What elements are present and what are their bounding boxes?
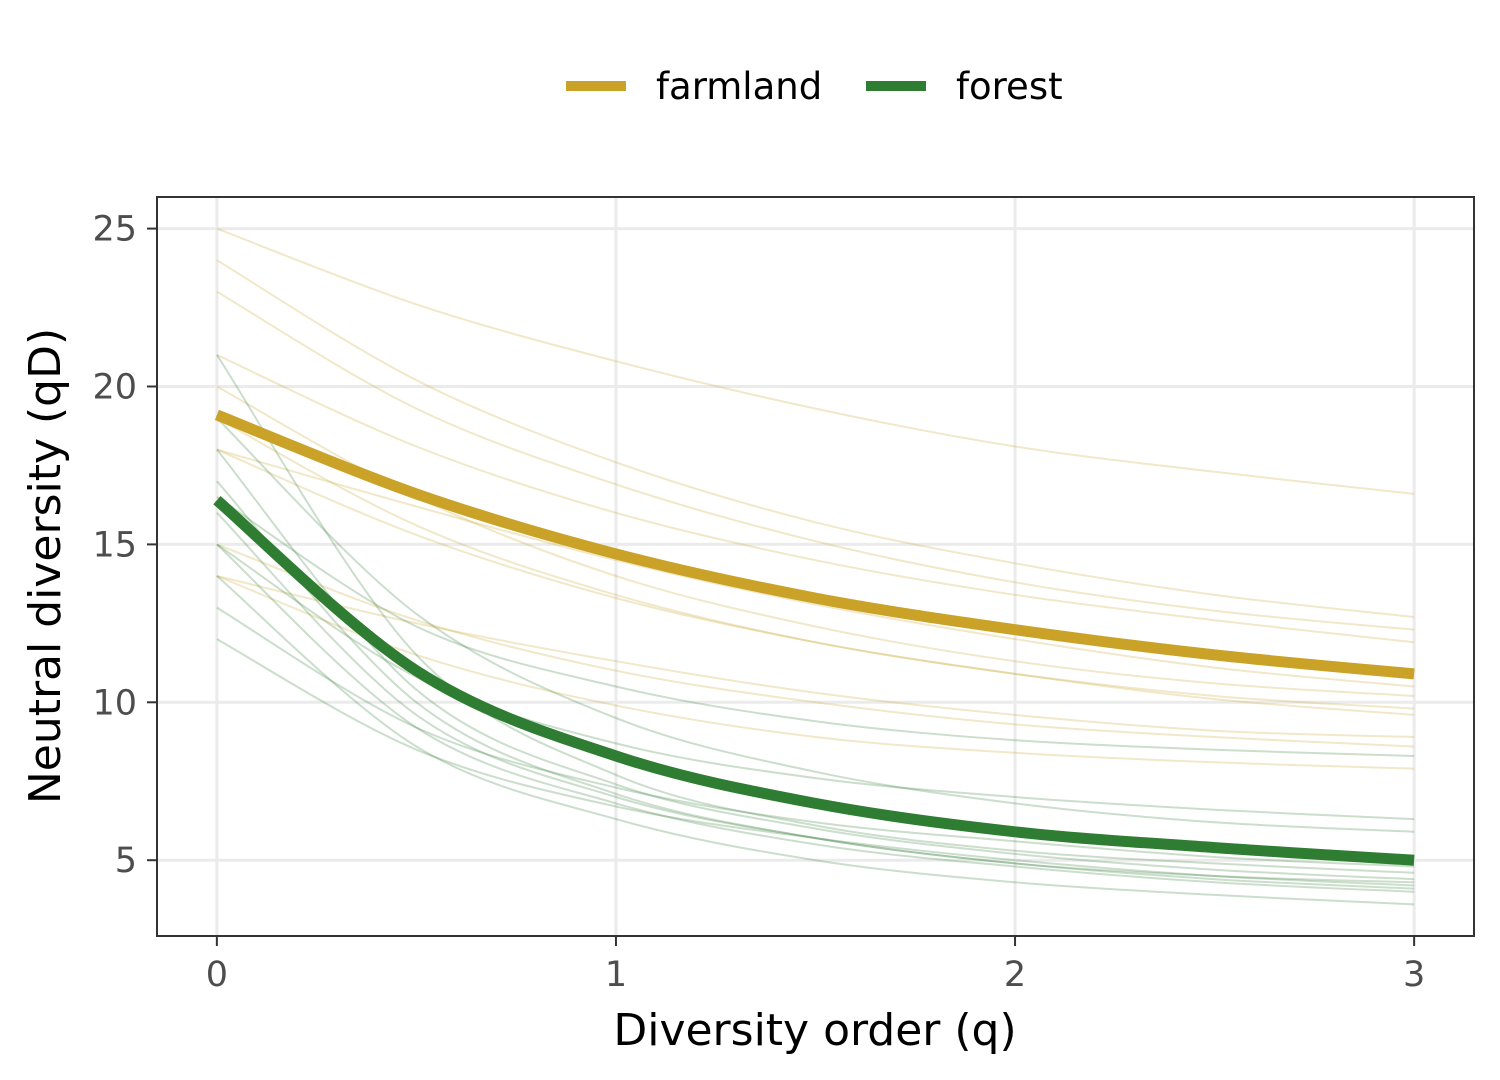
forest-site-curve bbox=[216, 575, 1415, 906]
farmland-site-curve bbox=[216, 543, 1415, 748]
forest-site-curve bbox=[216, 606, 1415, 868]
farmland-site-curve bbox=[216, 417, 1415, 710]
legend: farmland forest bbox=[566, 65, 1063, 108]
x-tick-label: 1 bbox=[605, 955, 627, 995]
y-tick-label: 15 bbox=[92, 525, 137, 565]
farmland-site-curve bbox=[216, 227, 1415, 495]
y-tick-label: 20 bbox=[92, 367, 137, 407]
mean-curves bbox=[213, 409, 1415, 866]
farmland-site-curve bbox=[216, 353, 1415, 644]
y-tick-label: 10 bbox=[92, 683, 137, 723]
farmland-site-curve bbox=[216, 259, 1415, 618]
forest-site-curve bbox=[216, 354, 1415, 874]
plot-panel-border bbox=[156, 196, 1475, 937]
y-axis: 5 10 15 20 25 bbox=[92, 210, 157, 881]
forest-site-curve bbox=[216, 417, 1415, 833]
farmland-site-curve bbox=[216, 448, 1415, 688]
legend-label-farmland: farmland bbox=[656, 65, 822, 108]
farmland-site-curve bbox=[216, 575, 1415, 738]
forest-mean-curve bbox=[213, 496, 1415, 866]
y-tick-label: 25 bbox=[92, 210, 137, 250]
x-tick-label: 2 bbox=[1004, 955, 1026, 995]
legend-label-forest: forest bbox=[956, 65, 1063, 108]
farmland-site-curve bbox=[216, 575, 1415, 770]
farmland-site-curve bbox=[216, 290, 1415, 631]
forest-site-curve bbox=[216, 448, 1415, 881]
site-curves bbox=[216, 227, 1415, 906]
farmland-mean-curve bbox=[214, 409, 1415, 680]
forest-site-curve bbox=[216, 638, 1415, 887]
forest-site-curve bbox=[216, 480, 1415, 890]
x-tick-label: 3 bbox=[1403, 955, 1425, 995]
y-tick-label: 5 bbox=[115, 841, 137, 881]
y-axis-title: Neutral diversity (qD) bbox=[20, 328, 71, 804]
grid bbox=[157, 197, 1474, 936]
x-axis: 0 1 2 3 bbox=[206, 936, 1425, 995]
x-tick-label: 0 bbox=[206, 955, 228, 995]
x-axis-title: Diversity order (q) bbox=[613, 1005, 1016, 1056]
farmland-site-curve bbox=[216, 448, 1415, 716]
forest-site-curve bbox=[216, 543, 1415, 893]
forest-site-curve bbox=[216, 496, 1415, 757]
forest-site-curve bbox=[216, 512, 1415, 884]
